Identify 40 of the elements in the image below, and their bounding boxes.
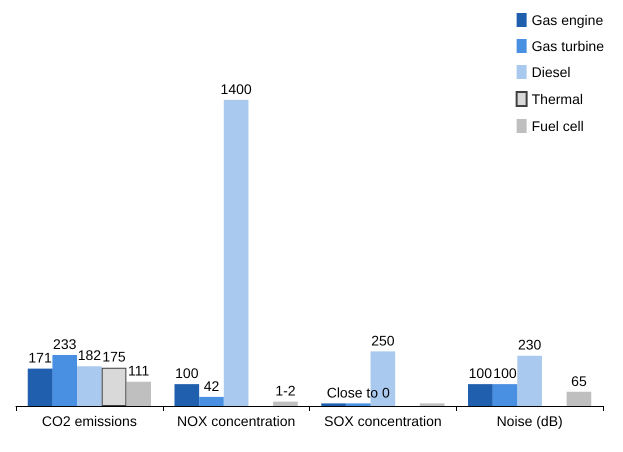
data-label: Close to 0 [326, 384, 390, 400]
x-tick-label: SOX concentration [324, 413, 442, 429]
data-label: 175 [102, 348, 126, 365]
legend-label: Thermal [532, 91, 583, 107]
legend-label: Fuel cell [532, 118, 584, 134]
bar [77, 366, 102, 406]
bar [492, 384, 518, 406]
legend-label: Gas engine [532, 12, 604, 28]
data-label: 42 [204, 378, 220, 394]
bar [28, 368, 52, 406]
bar [174, 384, 200, 406]
x-tick-label: NOX concentration [176, 413, 296, 429]
data-label: 1400 [220, 80, 252, 97]
data-label: 111 [128, 362, 150, 379]
data-label: 250 [371, 332, 395, 348]
legend-label: Gas turbine [532, 38, 604, 54]
x-tick-label: CO2 emissions [42, 413, 137, 429]
data-label: 100 [493, 365, 517, 382]
bar [420, 403, 445, 406]
bar [346, 403, 371, 406]
data-label: 182 [78, 347, 102, 364]
bar [321, 403, 346, 406]
bar [273, 402, 298, 406]
bar [517, 356, 542, 406]
data-label: 230 [518, 336, 542, 353]
data-label: 171 [28, 350, 52, 366]
bar [199, 396, 224, 406]
data-label: 233 [53, 336, 77, 352]
bar [224, 100, 248, 406]
bar [468, 384, 493, 406]
legend-label: Diesel [532, 64, 571, 80]
data-label: 1-2 [275, 382, 296, 399]
data-label: 65 [571, 372, 587, 389]
bar [126, 382, 152, 406]
data-label: 100 [175, 365, 199, 382]
bar [566, 392, 592, 406]
bar [52, 355, 78, 406]
data-label: 100 [468, 365, 492, 382]
bar [102, 368, 126, 406]
x-tick-label: Noise (dB) [496, 413, 563, 429]
